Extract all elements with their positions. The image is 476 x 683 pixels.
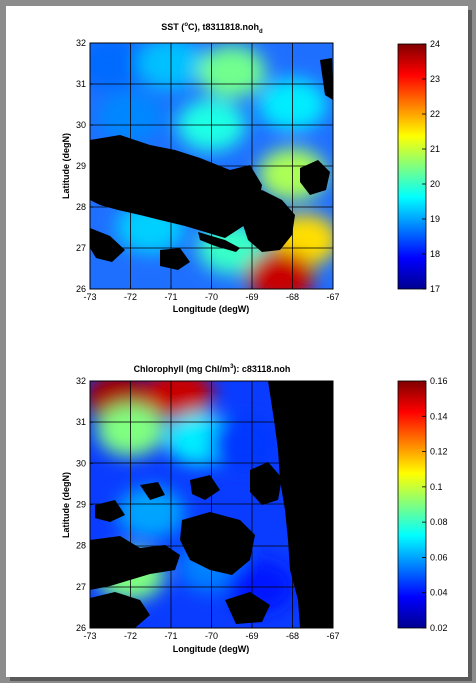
sst-ytick-label: 27 bbox=[76, 243, 86, 253]
sst-cloud-mask bbox=[90, 58, 333, 270]
sst-colorbar-label: 20 bbox=[430, 179, 440, 189]
sst-colorbar-label: 17 bbox=[430, 284, 440, 294]
sst-colorbar-label: 21 bbox=[430, 144, 440, 154]
sst-ytick-label: 26 bbox=[76, 284, 86, 294]
chl-cloud-mask bbox=[90, 381, 333, 628]
chl-colorbar: 0.16 0.14 0.12 0.1 0.08 0.06 0.04 0.02 bbox=[397, 376, 448, 633]
sst-x-label: Longitude (degW) bbox=[173, 304, 249, 314]
chl-xtick-label: -72 bbox=[124, 631, 137, 641]
sst-ytick-label: 31 bbox=[76, 79, 86, 89]
chl-xtick-label: -71 bbox=[164, 631, 177, 641]
chl-xtick-label: -67 bbox=[326, 631, 339, 641]
chl-ytick-label: 27 bbox=[76, 582, 86, 592]
sst-xtick-label: -68 bbox=[286, 292, 299, 302]
chl-colorbar-label: 0.12 bbox=[430, 447, 448, 457]
sst-ytick-label: 28 bbox=[76, 202, 86, 212]
chl-colorbar-label: 0.16 bbox=[430, 376, 448, 386]
chl-xtick-label: -68 bbox=[286, 631, 299, 641]
sst-colorbar-label: 23 bbox=[430, 74, 440, 84]
chl-colorbar-label: 0.02 bbox=[430, 623, 448, 633]
sst-title: SST (oC), t8311818.nohd bbox=[161, 22, 263, 35]
sst-colorbar-label: 22 bbox=[430, 109, 440, 119]
chl-ytick-label: 31 bbox=[76, 417, 86, 427]
sst-y-label: Latitude (degN) bbox=[61, 133, 71, 199]
chl-xtick-label: -69 bbox=[245, 631, 258, 641]
sst-x-ticks: -73 -72 -71 -70 -69 -68 -67 bbox=[83, 286, 340, 302]
sst-xtick-label: -73 bbox=[83, 292, 96, 302]
sst-colorbar-label: 19 bbox=[430, 214, 440, 224]
sst-ytick-label: 29 bbox=[76, 161, 86, 171]
chl-grid bbox=[90, 381, 333, 628]
sst-xtick-label: -69 bbox=[245, 292, 258, 302]
chl-xtick-label: -73 bbox=[83, 631, 96, 641]
chl-colorbar-label: 0.08 bbox=[430, 517, 448, 527]
sst-y-ticks: 32 31 30 29 28 27 26 bbox=[76, 38, 93, 294]
chl-x-label: Longitude (degW) bbox=[173, 644, 249, 654]
chl-colorbar-label: 0.04 bbox=[430, 588, 448, 598]
sst-colorbar: 24 23 22 21 20 19 18 17 bbox=[397, 39, 440, 294]
sst-grid bbox=[90, 43, 333, 289]
chl-ytick-label: 28 bbox=[76, 541, 86, 551]
chl-map bbox=[90, 381, 333, 628]
chl-ytick-label: 32 bbox=[76, 376, 86, 386]
sst-panel: SST (oC), t8311818.nohd bbox=[61, 22, 440, 314]
chl-ytick-label: 30 bbox=[76, 458, 86, 468]
sst-xtick-label: -67 bbox=[326, 292, 339, 302]
chl-title: Chlorophyll (mg Chl/m3): c83118.noh bbox=[134, 364, 291, 374]
sst-ytick-label: 32 bbox=[76, 38, 86, 48]
chl-xtick-label: -70 bbox=[205, 631, 218, 641]
chl-region-4 bbox=[209, 416, 278, 469]
chl-y-ticks: 32 31 30 29 28 27 26 bbox=[76, 376, 93, 633]
sst-map bbox=[90, 43, 333, 289]
chl-colorbar-label: 0.1 bbox=[430, 482, 443, 492]
chl-region-5 bbox=[116, 486, 185, 539]
chl-ytick-label: 29 bbox=[76, 500, 86, 510]
sst-region-2 bbox=[197, 45, 266, 98]
sst-ytick-label: 30 bbox=[76, 120, 86, 130]
chl-ytick-label: 26 bbox=[76, 623, 86, 633]
chl-x-ticks: -73 -72 -71 -70 -69 -68 -67 bbox=[83, 625, 340, 641]
sst-colorbar-label: 18 bbox=[430, 249, 440, 259]
chl-y-label: Latitude (degN) bbox=[61, 472, 71, 538]
chl-colorbar-label: 0.14 bbox=[430, 411, 448, 421]
sst-xtick-label: -70 bbox=[205, 292, 218, 302]
chl-colorbar-label: 0.06 bbox=[430, 552, 448, 562]
chl-region-1 bbox=[145, 381, 214, 420]
sst-colorbar-label: 24 bbox=[430, 39, 440, 49]
sst-xtick-label: -72 bbox=[124, 292, 137, 302]
sst-region-10 bbox=[246, 250, 315, 289]
sst-xtick-label: -71 bbox=[164, 292, 177, 302]
chl-panel: Chlorophyll (mg Chl/m3): c83118.noh bbox=[61, 364, 448, 654]
